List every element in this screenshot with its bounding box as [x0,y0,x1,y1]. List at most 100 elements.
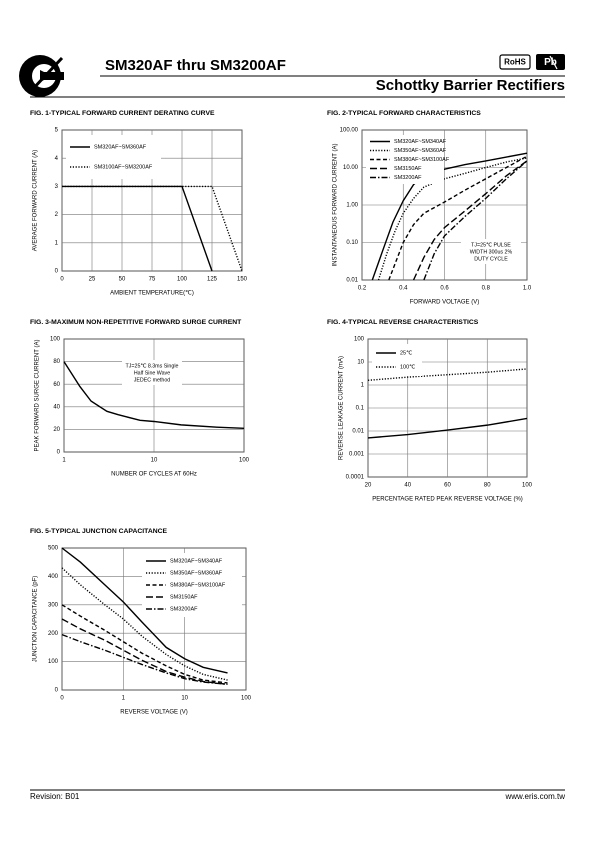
y-tick-label: 0 [57,450,61,456]
y-axis-label: INSTANTANEOUS FORWARD CURRENT (A) [333,143,339,266]
pb-strike [549,55,558,70]
x-axis-label: PERCENTAGE RATED PEAK REVERSE VOLTAGE (%… [372,497,523,503]
legend-label: SM350AF~SM360AF [170,570,223,576]
chart-title: FIG. 5-TYPICAL JUNCTION CAPACITANCE [30,528,168,535]
series-line [61,567,228,681]
y-tick-label: 10.00 [343,165,359,171]
y-tick-label: 200 [48,631,59,637]
chart-title: FIG. 1-TYPICAL FORWARD CURRENT DERATING … [30,110,215,117]
annotation: TJ=25℃ PULSE [471,242,511,248]
y-tick-label: 500 [48,546,59,552]
x-axis-label: FORWARD VOLTAGE (V) [410,300,479,306]
y-tick-label: 0.0001 [346,475,365,481]
x-tick-label: 100 [522,483,533,489]
legend-label: SM350AF~SM360AF [394,148,447,154]
y-tick-label: 300 [48,602,59,608]
y-tick-label: 40 [53,404,60,410]
y-tick-label: 80 [53,359,60,365]
x-tick-label: 0.8 [482,286,491,292]
annotation: DUTY CYCLE [474,256,508,262]
annotation-box [122,360,182,385]
y-tick-label: 10 [357,360,364,366]
series-line [63,361,245,429]
annotation: Half Sine Wave [134,370,170,376]
legend-box [142,553,242,617]
y-tick-label: 60 [53,382,60,388]
x-tick-label: 100 [241,696,252,702]
x-tick-label: 100 [177,277,188,283]
x-axis-label: AMBIENT TEMPERATURE(℃) [110,291,194,297]
y-tick-label: 5 [55,128,59,134]
series-line [412,160,528,281]
x-tick-label: 10 [151,458,158,464]
y-axis-label: PEAK FORWARD SURGE CURRENT (A) [35,340,41,452]
x-tick-label: 125 [207,277,218,283]
x-tick-label: 10 [181,696,188,702]
x-tick-label: 60 [444,483,451,489]
chart-title: FIG. 3-MAXIMUM NON-REPETITIVE FORWARD SU… [30,319,242,326]
x-tick-label: 150 [237,277,248,283]
x-tick-label: 100 [239,458,250,464]
y-tick-label: 20 [53,427,60,433]
legend-label: SM3200AF [394,175,422,181]
legend-label: SM3200AF [170,606,198,612]
x-tick-label: 1.0 [523,286,532,292]
x-tick-label: 1 [122,696,126,702]
footer-website: www.eris.com.tw [504,792,565,801]
y-tick-label: 4 [55,156,59,162]
annotation: JEDEC method [134,377,171,383]
y-tick-label: 1.00 [346,203,358,209]
legend-label: 25℃ [400,350,413,356]
y-axis-label: JUNCTION CAPACITANCE (pF) [33,576,39,662]
x-tick-label: 0.4 [399,286,408,292]
y-axis-label: AVERAGE FORWARD CURRENT (A) [33,150,39,251]
legend-label: SM3150AF [394,166,422,172]
legend-label: SM320AF~SM340AF [170,558,223,564]
rohs-label: RoHS [504,58,526,67]
y-tick-label: 0 [55,688,59,694]
x-tick-label: 1 [62,458,66,464]
x-tick-label: 40 [404,483,411,489]
series-line [388,155,528,281]
x-tick-label: 0.2 [358,286,367,292]
y-tick-label: 0.01 [352,429,364,435]
y-tick-label: 0.001 [349,452,365,458]
x-tick-label: 25 [89,277,96,283]
y-tick-label: 1 [361,383,365,389]
legend-label: SM3150AF [170,594,198,600]
x-tick-label: 0 [60,277,64,283]
pb-badge [536,54,565,70]
series-line [61,633,228,686]
series-line [423,160,528,281]
header-subtitle: Schottky Barrier Rectifiers [376,77,565,94]
y-tick-label: 2 [55,212,59,218]
y-tick-label: 100 [50,337,61,343]
legend-label: SM320AF~SM360AF [94,144,147,150]
rohs-badge [499,54,531,70]
x-tick-label: 20 [365,483,372,489]
x-tick-label: 50 [119,277,126,283]
legend-box [372,344,422,376]
y-tick-label: 400 [48,574,59,580]
annotation: TJ=25℃ 8.3ms Single [126,363,179,369]
y-tick-label: 1 [55,240,59,246]
series-line [377,157,528,281]
y-tick-label: 0.01 [346,278,358,284]
x-tick-label: 0.6 [440,286,449,292]
y-tick-label: 100 [354,337,365,343]
logo [19,55,64,97]
x-tick-label: 75 [149,277,156,283]
y-tick-label: 0.10 [346,240,358,246]
series-line [367,417,528,439]
y-tick-label: 100 [48,659,59,665]
y-tick-label: 100.00 [340,128,359,134]
x-tick-label: 0 [60,696,64,702]
pb-label: Pb [544,57,557,68]
legend-label: SM320AF~SM340AF [394,139,447,145]
y-tick-label: 0.1 [356,406,365,412]
y-tick-label: 3 [55,184,59,190]
legend-box [66,135,161,179]
annotation-box [461,239,521,264]
y-axis-label: REVERSE LEAKAGE CURRENT (mA) [339,356,345,460]
